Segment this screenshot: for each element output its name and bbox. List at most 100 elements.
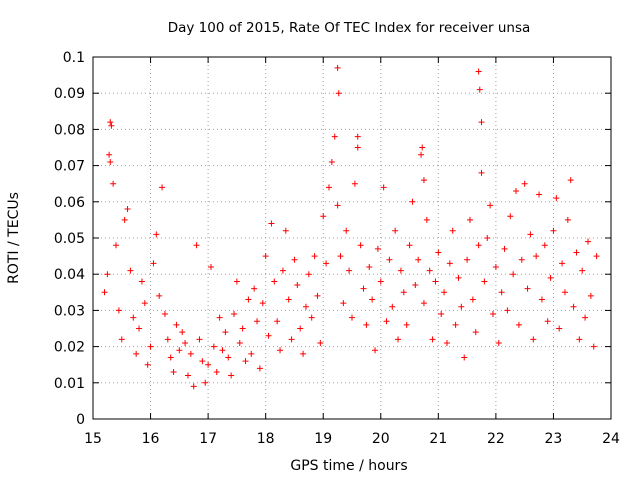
y-tick-label: 0.04 xyxy=(54,267,85,283)
data-point xyxy=(372,347,379,354)
data-point xyxy=(179,329,186,336)
data-point xyxy=(141,300,148,307)
data-point xyxy=(403,321,410,328)
data-point xyxy=(176,347,183,354)
data-point xyxy=(472,329,479,336)
data-point xyxy=(481,278,488,285)
data-point xyxy=(527,231,534,238)
data-point xyxy=(449,227,456,234)
chart-title: Day 100 of 2015, Rate Of TEC Index for r… xyxy=(168,20,531,36)
data-point xyxy=(567,177,574,184)
data-point xyxy=(213,368,220,375)
data-point xyxy=(556,325,563,332)
x-tick-label: 21 xyxy=(429,431,447,447)
data-point xyxy=(593,253,600,260)
data-point xyxy=(484,235,491,241)
data-point xyxy=(374,245,381,252)
y-axis-ticks: 0 0.01 0.02 0.03 0.04 0.05 0.06 0.07 0.08 0.09 0.1 xyxy=(54,50,611,428)
data-point xyxy=(354,133,361,140)
data-point xyxy=(435,249,442,256)
data-point xyxy=(547,274,554,281)
data-point xyxy=(570,303,577,310)
data-point xyxy=(501,245,508,252)
data-point xyxy=(400,289,407,296)
data-point xyxy=(513,187,520,194)
x-tick-label: 15 xyxy=(84,431,102,447)
data-point xyxy=(294,282,301,289)
data-point xyxy=(487,202,494,209)
data-point xyxy=(308,314,315,321)
data-point xyxy=(536,191,543,198)
data-point xyxy=(274,318,281,325)
data-point xyxy=(233,278,240,285)
x-tick-label: 24 xyxy=(602,431,620,447)
data-point xyxy=(311,253,318,260)
data-point xyxy=(524,285,531,292)
data-point xyxy=(248,350,255,357)
data-point xyxy=(202,379,209,386)
data-point xyxy=(380,184,387,191)
data-point xyxy=(478,119,485,126)
data-point xyxy=(464,256,471,263)
data-point xyxy=(452,321,459,328)
data-point xyxy=(392,227,399,234)
data-point xyxy=(161,311,168,318)
data-point xyxy=(106,151,113,158)
data-point xyxy=(443,339,450,346)
data-point xyxy=(518,256,525,263)
data-point xyxy=(216,314,223,321)
data-point xyxy=(314,292,321,299)
data-point xyxy=(210,343,217,350)
data-point xyxy=(156,292,163,299)
y-tick-label: 0.03 xyxy=(54,303,85,319)
data-point xyxy=(420,177,427,184)
data-point xyxy=(170,368,177,375)
data-point xyxy=(196,336,203,343)
x-tick-label: 20 xyxy=(372,431,390,447)
data-point xyxy=(282,227,289,234)
data-point xyxy=(228,372,235,379)
data-point xyxy=(279,267,286,274)
data-point xyxy=(576,336,583,343)
data-point xyxy=(564,216,571,223)
data-point xyxy=(406,242,413,249)
data-point xyxy=(288,336,295,343)
data-point xyxy=(104,271,111,278)
data-point xyxy=(254,318,261,325)
data-point xyxy=(133,350,140,357)
data-point xyxy=(582,314,589,321)
data-point xyxy=(438,311,445,318)
y-tick-label: 0 xyxy=(76,412,85,428)
data-point xyxy=(297,325,304,332)
data-point xyxy=(153,231,160,238)
data-point xyxy=(271,278,278,285)
data-point xyxy=(138,278,145,285)
data-point xyxy=(107,158,114,165)
data-point xyxy=(423,216,430,223)
data-point xyxy=(222,329,229,336)
data-point xyxy=(245,296,252,303)
data-point xyxy=(239,325,246,332)
data-point xyxy=(173,321,180,328)
data-point xyxy=(124,206,131,213)
data-point xyxy=(461,354,468,361)
y-tick-label: 0.06 xyxy=(54,195,85,211)
data-point xyxy=(343,227,350,234)
data-point xyxy=(420,300,427,307)
data-point xyxy=(107,119,114,126)
data-point xyxy=(573,249,580,256)
data-point xyxy=(492,263,499,270)
y-tick-label: 0.08 xyxy=(54,122,85,138)
data-point xyxy=(466,216,473,223)
data-point xyxy=(136,325,143,332)
data-point xyxy=(475,242,482,249)
data-point xyxy=(553,195,560,202)
data-point xyxy=(490,311,497,318)
data-point xyxy=(354,144,361,151)
data-point xyxy=(515,321,522,328)
data-point xyxy=(357,242,364,249)
data-point xyxy=(561,289,568,296)
data-point xyxy=(256,365,263,372)
x-axis-ticks: 15 16 17 18 19 20 21 22 23 24 xyxy=(84,57,620,447)
